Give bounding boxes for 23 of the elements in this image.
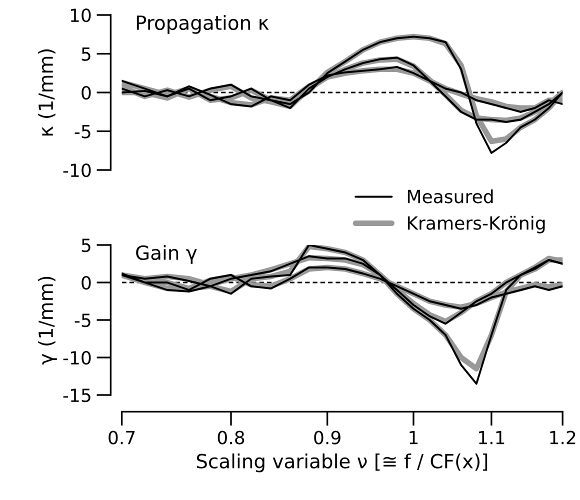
y-tick-label: 0 [82,276,91,290]
y-axis-title: γ (1/mm) [38,276,57,365]
y-tick-label: -15 [63,388,90,402]
y-tick-label: -5 [74,124,90,138]
x-tick-label: 1.1 [479,430,504,444]
y-tick-label: -10 [63,350,91,365]
x-axis-title: Scaling variable ν [≅ f / CF(x)] [196,453,488,472]
chart-title: Gain γ [136,245,197,264]
y-tick-label: 5 [82,238,90,252]
chart-title: Propagation κ [136,15,269,34]
y-tick-label: -10 [63,163,91,178]
x-tick-label: 0.8 [218,430,244,444]
legend-label: Measured [408,189,493,204]
y-tick-label: 10 [70,8,91,22]
legend-label: Kramers-Krönig [408,216,545,234]
y-axis-title: κ (1/mm) [38,49,56,136]
y-tick-label: -5 [74,314,90,328]
y-tick-label: 5 [82,47,90,61]
y-tick-label: 0 [82,86,91,100]
x-tick-label: 1 [410,430,418,444]
x-tick-label: 0.7 [108,430,135,444]
x-tick-label: 0.9 [314,430,340,444]
x-tick-label: 1.2 [550,430,576,444]
